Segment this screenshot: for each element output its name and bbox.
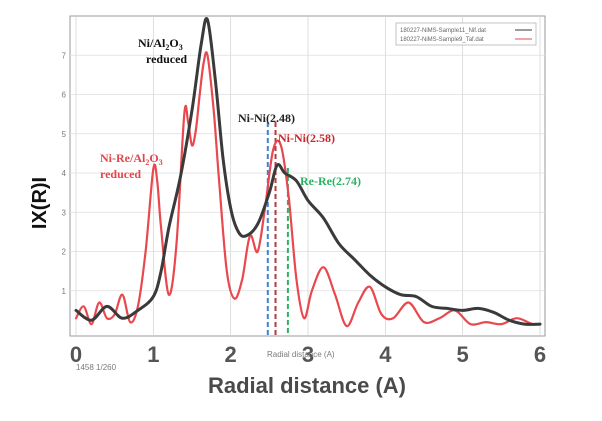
annotation-ni-re-reduced: reduced [100, 167, 141, 181]
series-line-1 [74, 51, 542, 328]
annotation-ni-ni-2-48: Ni-Ni(2.48) [238, 111, 295, 125]
series-lines [74, 17, 542, 328]
y-tick-label-2: 3 [62, 208, 67, 217]
y-tick-labels: 1 2 3 4 5 6 7 [62, 51, 67, 296]
y-tick-label-4: 5 [62, 130, 67, 139]
footnote-left: 1458 1/260 [76, 363, 117, 372]
legend-entry-1: 180227-NiMS-Sample11_Nif.dat [400, 28, 486, 34]
y-axis-label: IX(R)I [29, 177, 51, 229]
x-axis-label: Radial distance (A) [208, 373, 406, 398]
annotation-ni-ni-2-58: Ni-Ni(2.58) [278, 131, 335, 145]
x-tick-label-5: 5 [457, 342, 469, 367]
x-tick-label-0: 0 [70, 342, 82, 367]
x-tick-label-4: 4 [379, 342, 392, 367]
legend-box [395, 22, 537, 46]
annotation-ni-re: Ni-Re/Al2O3 [100, 151, 163, 167]
annotation-re-re-2-74: Re-Re(2.74) [300, 174, 361, 188]
legend-entry-2: 180227-NiMS-Sample9_Taf.dat [400, 37, 484, 43]
annotation-ni-al-reduced: reduced [146, 52, 187, 66]
x-tick-labels: 0 1 2 3 4 5 6 [70, 342, 546, 367]
x-tick-label-2: 2 [225, 342, 237, 367]
x-tick-label-1: 1 [147, 342, 159, 367]
y-tick-label-1: 2 [62, 248, 67, 257]
x-tick-label-3: 3 [302, 342, 314, 367]
series-line-0 [74, 17, 542, 326]
plot-frame [69, 15, 546, 337]
legend: 180227-NiMS-Sample11_Nif.dat 180227-NiMS… [395, 22, 537, 46]
y-tick-label-5: 6 [62, 91, 67, 100]
y-tick-label-0: 1 [62, 287, 67, 296]
x-tick-label-6: 6 [534, 342, 546, 367]
annotation-ni-al: Ni/Al2O3 [138, 36, 183, 52]
y-tick-label-6: 7 [62, 51, 67, 60]
y-tick-label-3: 4 [62, 169, 67, 178]
x-axis-label-small: Radial distance (A) [267, 350, 335, 359]
